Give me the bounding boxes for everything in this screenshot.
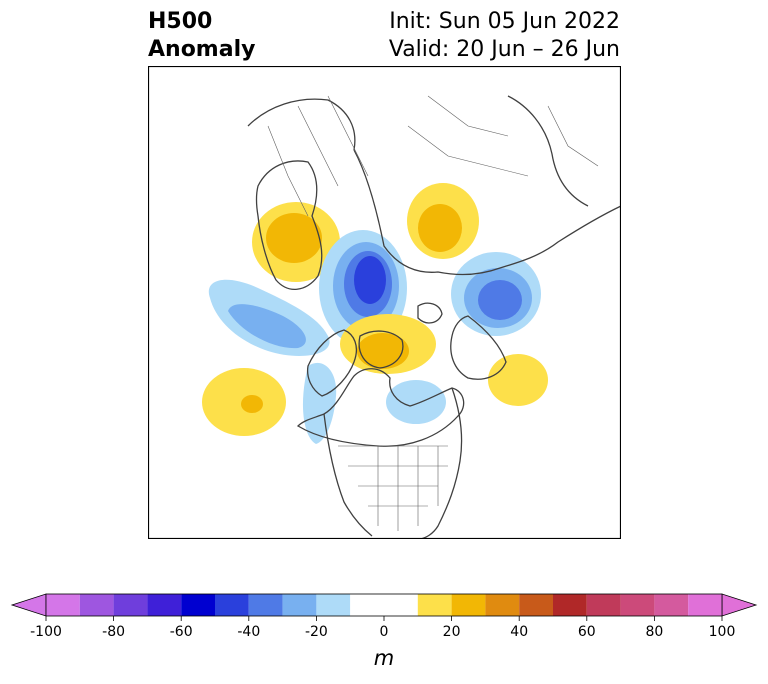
coastline-arctic-island (417, 302, 443, 324)
anomaly-positive-central-siberia-core (418, 204, 462, 252)
colorbar-bin (46, 594, 80, 616)
colorbar-bin (248, 594, 283, 616)
colorbar-bin (350, 594, 418, 616)
coastlines (247, 95, 621, 539)
colorbar-bin (282, 594, 317, 616)
colorbar-bin (688, 594, 722, 616)
colorbar-tick-label: 20 (443, 624, 461, 640)
colorbar-bin (147, 594, 182, 616)
colorbar-bin (553, 594, 587, 616)
anomaly-negative-east-siberia-core (478, 280, 522, 320)
colorbar-tick-label: -20 (305, 624, 328, 640)
colorbar-bin (654, 594, 689, 616)
colorbar-tick-label: 60 (578, 624, 596, 640)
title-line-1: H500 (148, 9, 213, 34)
anomaly-positive-arctic-canada-core (357, 333, 409, 369)
colorbar-over-arrow (721, 593, 758, 617)
colorbar-bin (451, 594, 486, 616)
anomaly-negative-greenland (302, 362, 337, 444)
colorbar-bin (586, 594, 621, 616)
anomaly-positive-europe-core (266, 213, 322, 263)
anomaly-negative-hudson-bay (386, 380, 446, 424)
colorbar-bin (519, 594, 553, 616)
coastline-mediterranean (247, 98, 356, 151)
colorbar-bin (485, 594, 520, 616)
title-line-2: Anomaly (148, 37, 256, 62)
borders-north-america (338, 445, 448, 531)
coastline-europe (255, 160, 323, 290)
forecast-dates: Init: Sun 05 Jun 2022 Valid: 20 Jun – 26… (389, 8, 620, 64)
colorbar-tick-label: -80 (102, 624, 125, 640)
coastline-alaska (450, 315, 507, 380)
colorbar-bin (79, 594, 114, 616)
colorbar-tick-label: 80 (645, 624, 663, 640)
colorbar-tick-label: -40 (237, 624, 260, 640)
colorbar-under-arrow (10, 593, 47, 617)
borders-europe (267, 95, 369, 217)
coastline-greenland (306, 329, 358, 397)
coastline-east-asia (507, 95, 589, 207)
borders-asia (407, 95, 599, 177)
colorbar-bin (181, 594, 215, 616)
map-title: H500 Anomaly (148, 8, 255, 64)
colorbar-tick-label: -100 (30, 624, 62, 640)
coastline-east-america (419, 387, 463, 539)
map-frame (148, 66, 621, 539)
colorbar: -100 -80 -60 -40 -20 0 20 40 60 80 100 (10, 593, 758, 640)
colorbar-tick-label: 0 (380, 624, 389, 640)
colorbar-bin (417, 594, 452, 616)
colorbar-units: m (373, 646, 395, 670)
colorbar-ticks: -100 -80 -60 -40 -20 0 20 40 60 80 100 (30, 616, 735, 640)
colorbar-bins (10, 593, 758, 617)
colorbar-bin (215, 594, 249, 616)
colorbar-tick-label: 40 (510, 624, 528, 640)
colorbar-bin (620, 594, 655, 616)
colorbar-tick-label: 100 (709, 624, 736, 640)
init-date: Init: Sun 05 Jun 2022 (389, 9, 620, 34)
anomaly-positive-mid-atlantic-core (241, 395, 263, 413)
colorbar-tick-label: -60 (170, 624, 193, 640)
valid-range: Valid: 20 Jun – 26 Jun (388, 37, 620, 62)
anomaly-negative-atlantic-core (228, 304, 306, 349)
colorbar-bin (316, 594, 351, 616)
anomaly-negative-siberia-core (354, 256, 386, 304)
anomaly-positive-pacific (488, 354, 548, 406)
coastline-siberia (353, 149, 621, 276)
colorbar-bin (113, 594, 148, 616)
coastline-west-america (323, 413, 373, 537)
anomaly-map (148, 66, 621, 539)
borders (267, 95, 599, 531)
coastline-arctic-archipelago (358, 330, 404, 369)
